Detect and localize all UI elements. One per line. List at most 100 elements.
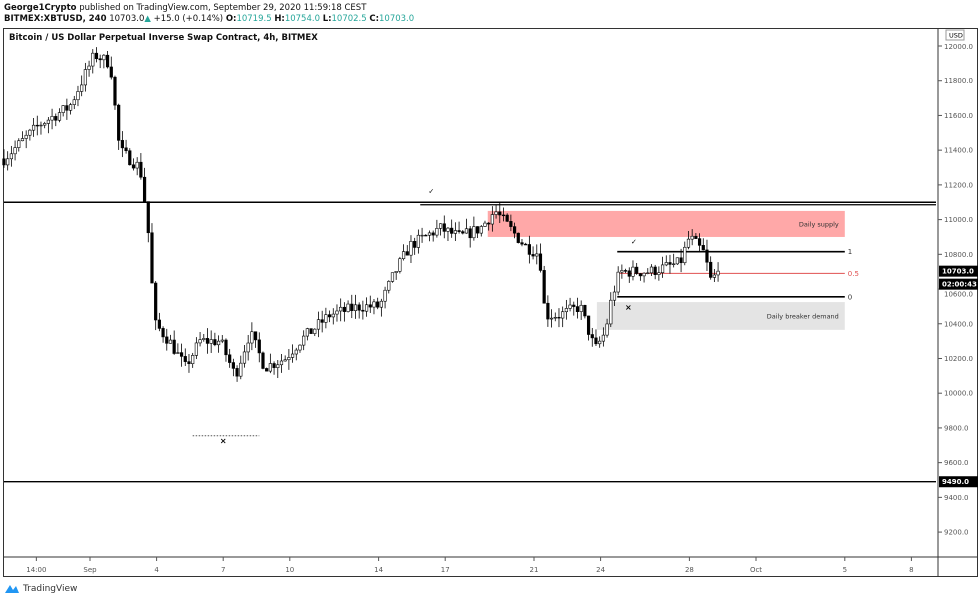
candle-body [6,158,10,166]
candle-body [113,76,117,106]
candle-body [383,289,387,302]
candle [339,298,343,322]
author: George1Crypto [4,3,77,13]
o-label: O: [225,14,237,24]
candle-body [679,257,683,264]
candle [113,75,117,110]
candle-body [94,52,99,60]
fib-level-label: 0.5 [848,270,859,278]
candle [431,230,435,242]
candle-body [246,342,250,353]
candle [697,233,702,252]
candle-body [50,116,54,121]
fib-level-label: 1 [848,248,852,256]
candle [546,295,550,327]
candle-body [57,112,62,121]
candle [409,235,413,264]
candle-body [346,303,350,312]
candle [24,130,28,149]
candle [13,140,17,161]
candle [638,272,642,281]
candle-body [453,230,457,234]
candle [627,267,631,283]
candle-body [231,362,235,369]
x-tick-label: 4 [154,566,159,574]
candle [187,354,191,373]
candle-body [564,308,568,313]
candle-body [194,342,198,356]
candle-body [302,335,306,346]
candle [265,367,269,372]
candle [235,365,239,382]
candle-body [479,226,483,234]
candle [672,253,676,268]
candle-body [424,234,428,237]
candle [324,307,328,329]
candle [102,54,106,69]
candle [91,49,95,74]
candle-body [46,119,50,124]
candle [131,158,136,171]
publish-text: published on TradingView.com, September … [79,3,367,13]
candle [346,300,350,313]
candle [694,233,698,239]
y-tick-label: 10400.0 [944,320,973,328]
candle-body [350,303,354,311]
candle [561,306,565,328]
candle [664,255,668,267]
candle [405,245,409,256]
tradingview-logo[interactable]: TradingView [4,583,77,594]
candle-body [535,253,539,257]
candle-body [294,349,298,355]
candle [316,311,321,338]
candle [246,334,250,361]
candle-body [91,52,95,67]
candle-body [583,304,587,317]
candle-body [54,116,58,121]
candle [686,231,691,250]
candle [531,246,535,260]
publish-info: George1Crypto published on TradingView.c… [4,3,366,13]
candle [705,239,709,272]
candle [309,328,313,334]
candle [68,102,73,115]
candle [202,333,206,342]
candle-body [461,231,465,234]
candle-body [431,232,435,236]
open: 10719.5 [236,14,272,24]
candle-body [420,234,424,237]
candle [57,108,62,123]
candle [631,260,635,281]
candle-body [612,291,617,301]
candle [616,266,620,296]
candle-body [120,140,124,149]
candle [2,149,6,168]
candle [209,330,213,353]
candle [335,304,339,322]
candle-body [498,211,502,216]
candle [279,353,284,373]
candle-body [239,362,243,377]
candle-body [450,227,454,234]
chart-title: Bitcoin / US Dollar Perpetual Inverse Sw… [9,33,318,43]
c-label: C: [369,14,380,24]
candle [17,138,21,152]
candle [594,329,598,346]
candle [76,85,80,107]
candle [372,299,376,315]
candle [457,221,461,234]
candle [239,355,243,380]
daily-demand-zone [596,302,845,330]
candle-body [427,232,432,236]
candle [80,75,84,97]
candle [420,227,424,243]
candle [250,322,254,351]
candle-body [287,357,291,361]
candle-body [102,54,106,61]
candle [557,308,561,328]
candle [290,344,295,363]
candle [20,131,25,142]
candle-body [568,304,572,309]
candle [520,239,524,247]
